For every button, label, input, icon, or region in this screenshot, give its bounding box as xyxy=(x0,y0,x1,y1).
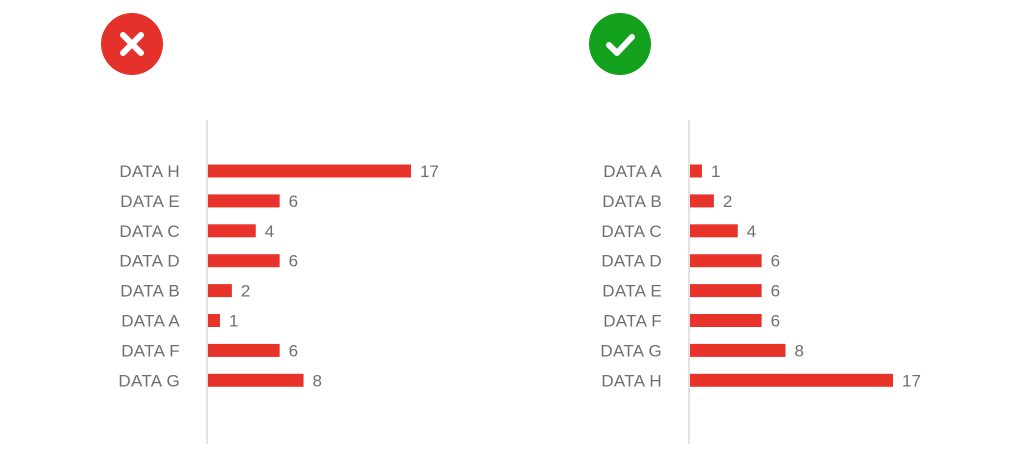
x-mark-icon xyxy=(120,32,144,56)
bar xyxy=(208,373,304,387)
bar xyxy=(690,373,893,387)
category-label: DATA C xyxy=(601,222,662,241)
value-label: 8 xyxy=(795,341,804,360)
value-label: 6 xyxy=(289,252,298,271)
category-label: DATA H xyxy=(601,371,662,390)
value-label: 4 xyxy=(747,222,756,241)
category-label: DATA G xyxy=(600,341,662,360)
category-label: DATA E xyxy=(602,282,662,301)
value-label: 6 xyxy=(289,192,298,211)
bad-example-badge xyxy=(101,13,163,75)
value-label: 4 xyxy=(265,222,274,241)
category-label: DATA F xyxy=(603,312,662,331)
bar xyxy=(208,164,411,178)
value-label: 8 xyxy=(313,371,322,390)
category-label: DATA F xyxy=(121,341,180,360)
category-label: DATA B xyxy=(120,282,180,301)
value-label: 6 xyxy=(771,252,780,271)
bar xyxy=(690,224,738,238)
bar xyxy=(208,194,280,208)
category-label: DATA H xyxy=(119,162,180,181)
value-label: 17 xyxy=(902,371,921,390)
bar xyxy=(690,164,702,178)
sorted-bar-chart: DATA A 1 DATA B 2 DATA C 4 DATA D 6 DATA E 6 DATA … xyxy=(600,120,921,444)
bar xyxy=(690,194,714,208)
unsorted-bar-chart: DATA H 17 DATA E 6 DATA C 4 DATA D 6 DATA B 2 DATA… xyxy=(118,120,439,444)
category-label: DATA D xyxy=(119,252,180,271)
bar xyxy=(690,284,762,298)
bar xyxy=(690,254,762,268)
bar xyxy=(208,254,280,268)
bar-group: DATA A 1 DATA B 2 DATA C 4 DATA D 6 DATA E 6 DATA … xyxy=(600,162,921,390)
category-label: DATA A xyxy=(603,162,662,181)
value-label: 6 xyxy=(771,282,780,301)
category-label: DATA B xyxy=(602,192,662,211)
bar xyxy=(690,343,786,357)
category-label: DATA A xyxy=(121,312,180,331)
bar xyxy=(208,224,256,238)
value-label: 6 xyxy=(771,312,780,331)
value-label: 6 xyxy=(289,341,298,360)
value-label: 17 xyxy=(420,162,439,181)
value-label: 2 xyxy=(723,192,732,211)
category-label: DATA E xyxy=(120,192,180,211)
checkmark-icon xyxy=(606,34,635,56)
good-example-badge xyxy=(589,13,651,75)
category-label: DATA D xyxy=(601,252,662,271)
bar xyxy=(208,314,220,327)
value-label: 1 xyxy=(229,312,238,331)
bar-group: DATA H 17 DATA E 6 DATA C 4 DATA D 6 DATA B 2 DATA… xyxy=(118,162,439,390)
bar xyxy=(208,284,232,298)
bar xyxy=(690,314,762,327)
value-label: 1 xyxy=(711,162,720,181)
bar xyxy=(208,343,280,357)
category-label: DATA G xyxy=(118,371,180,390)
value-label: 2 xyxy=(241,282,250,301)
category-label: DATA C xyxy=(119,222,180,241)
